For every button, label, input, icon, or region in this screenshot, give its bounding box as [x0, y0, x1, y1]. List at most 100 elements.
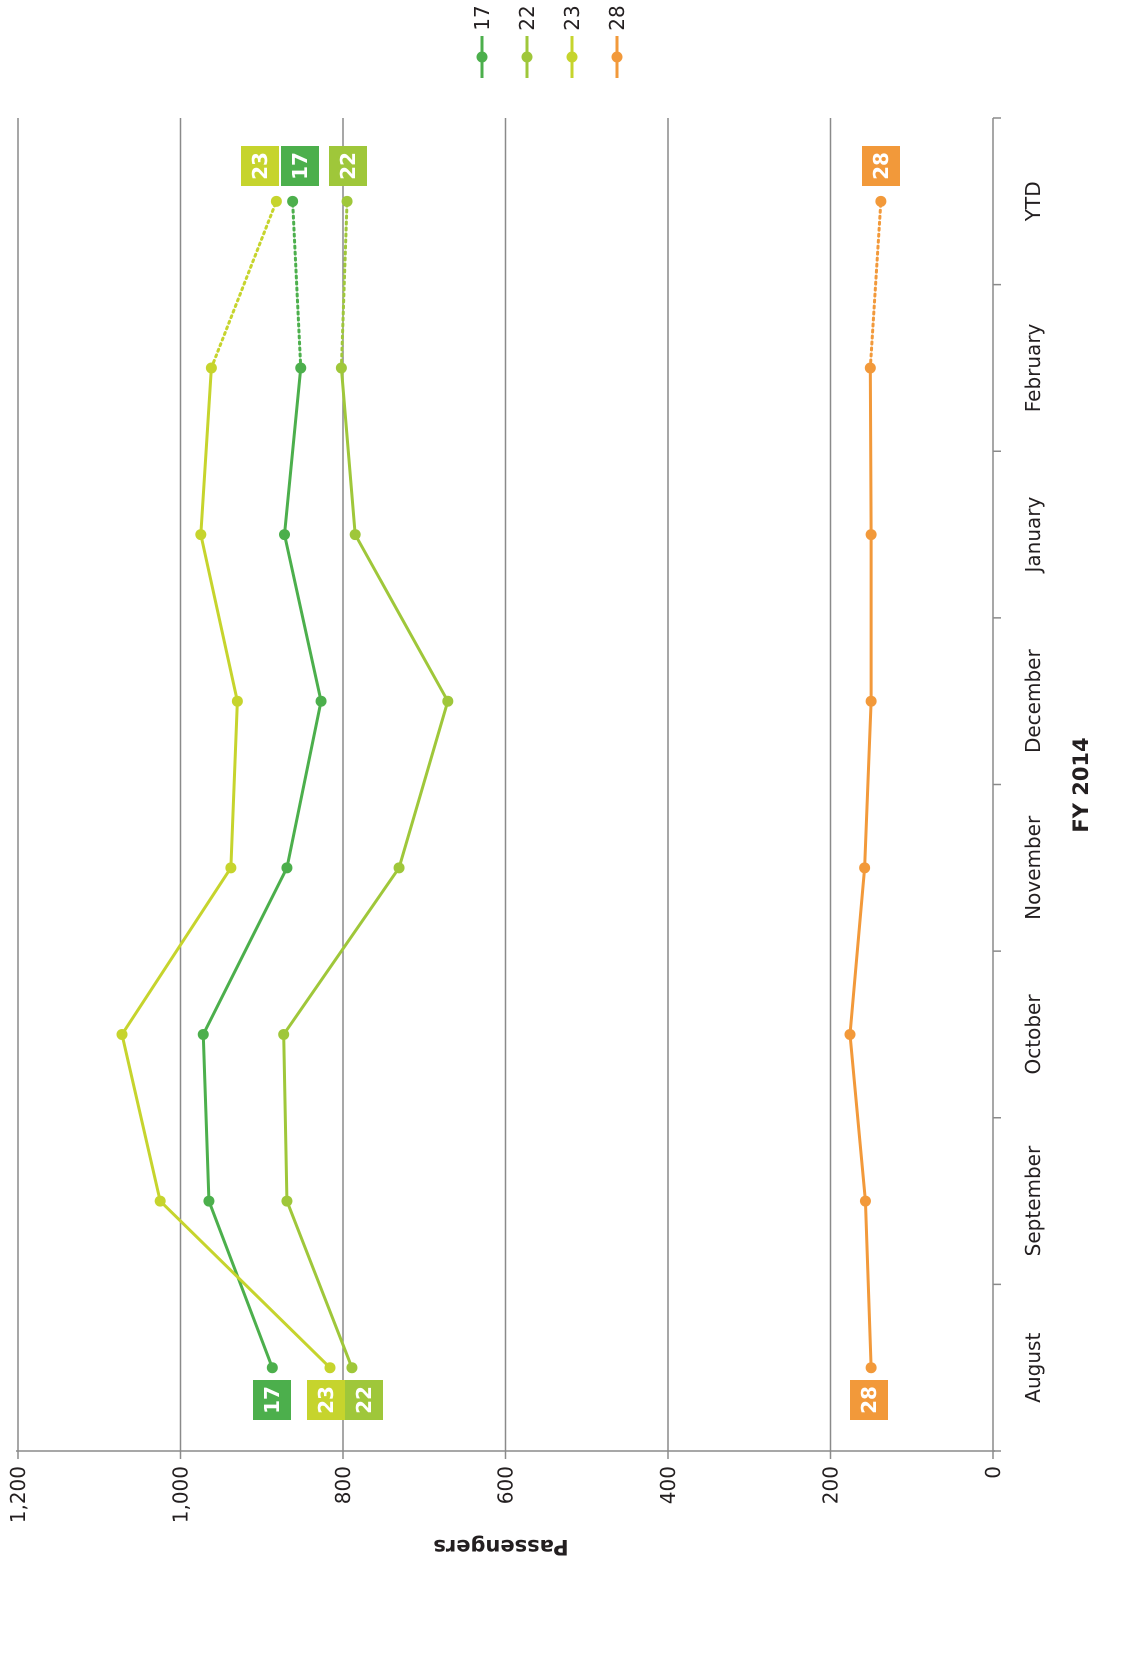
grid: [17, 118, 832, 1451]
data-point: [281, 1195, 293, 1207]
legend-item-17: 17: [470, 5, 494, 78]
x-tick-label: October: [1021, 994, 1045, 1075]
data-point: [279, 529, 290, 541]
x-tick-label: August: [1021, 1333, 1045, 1403]
start-badge-28: 28: [850, 1380, 888, 1420]
legend-marker: [521, 51, 533, 63]
badge-label: 22: [336, 152, 360, 180]
badge-label: 23: [248, 152, 272, 180]
data-point: [270, 195, 282, 207]
data-point: [865, 529, 877, 541]
x-tick-label: February: [1021, 323, 1045, 412]
data-point: [197, 1028, 209, 1040]
badge-box: [862, 146, 900, 186]
start-badge-22: 22: [345, 1380, 383, 1420]
legend: 17 22 23 28: [470, 5, 629, 78]
end-badge-17: 17: [281, 146, 319, 186]
badge-box: [850, 1380, 888, 1420]
data-point: [287, 195, 299, 207]
end-badge-28: 28: [862, 146, 900, 186]
badge-box: [281, 146, 319, 186]
data-point: [859, 862, 871, 874]
data-point: [315, 695, 327, 707]
axes: 0 200 400 600 800 1,000 1,200 August September Oc…: [6, 117, 1045, 1523]
data-point: [349, 529, 361, 541]
start-badge-23: 23: [307, 1380, 345, 1420]
x-tick-label: January: [1021, 496, 1045, 574]
data-point: [865, 695, 877, 707]
data-point: [154, 1195, 166, 1207]
legend-label: 28: [605, 5, 629, 30]
data-point: [225, 862, 237, 874]
data-point: [266, 1362, 278, 1374]
legend-label: 22: [515, 5, 539, 30]
series-lines: [116, 195, 887, 1374]
data-point: [203, 1195, 215, 1207]
series-ytd-segment-23: [209, 199, 278, 370]
end-badge-23: 23: [241, 146, 279, 186]
badge-box: [241, 146, 279, 186]
data-point: [205, 362, 217, 374]
data-point: [295, 362, 307, 374]
end-badge-22: 22: [329, 146, 367, 186]
y-axis-title: Passengers: [433, 1535, 568, 1559]
y-tick-label: 600: [494, 1466, 518, 1504]
x-tick-label: YTD: [1021, 181, 1045, 222]
badge-box: [329, 146, 367, 186]
series-badges: 17 23 22 28 23 17 22 28: [241, 146, 900, 1420]
badge-label: 28: [869, 152, 893, 180]
y-tick-label: 0: [981, 1466, 1005, 1479]
y-tick-label: 800: [331, 1466, 355, 1504]
x-axis-title: FY 2014: [1069, 737, 1093, 832]
series-ytd-segment-22: [339, 199, 349, 370]
data-point: [844, 1028, 856, 1040]
x-tick-label: September: [1021, 1145, 1045, 1256]
data-point: [393, 862, 405, 874]
y-tick-label: 1,000: [169, 1466, 193, 1523]
data-point: [865, 1362, 877, 1374]
data-point: [116, 1028, 128, 1040]
legend-item-22: 22: [515, 5, 539, 78]
series-ytd-segment-17: [291, 199, 303, 370]
x-tick-label: November: [1021, 815, 1045, 920]
series-line-17: [201, 367, 323, 1369]
badge-box: [345, 1380, 383, 1420]
legend-marker: [611, 51, 623, 63]
data-point: [278, 1028, 290, 1040]
x-tick-label: December: [1021, 649, 1045, 753]
badge-label: 28: [857, 1386, 881, 1414]
series-17: [197, 195, 327, 1374]
data-point: [859, 1195, 871, 1207]
y-tick-label: 1,200: [6, 1466, 30, 1523]
legend-marker: [566, 51, 578, 63]
badge-label: 17: [288, 152, 312, 180]
series-ytd-segment-28: [868, 199, 883, 370]
start-badge-17: 17: [253, 1380, 291, 1420]
series-22: [278, 195, 454, 1374]
data-point: [324, 1362, 336, 1374]
badge-label: 22: [352, 1386, 376, 1414]
data-point: [281, 862, 293, 874]
series-28: [844, 195, 887, 1374]
data-point: [341, 195, 353, 207]
legend-item-28: 28: [605, 5, 629, 78]
data-point: [231, 695, 243, 707]
data-point: [346, 1362, 358, 1374]
data-point: [335, 362, 347, 374]
series-23: [116, 195, 336, 1374]
legend-marker: [476, 51, 488, 63]
legend-label: 23: [560, 5, 584, 30]
legend-item-23: 23: [560, 5, 584, 78]
y-tick-label: 200: [819, 1466, 843, 1504]
y-tick-label: 400: [656, 1466, 680, 1504]
badge-label: 23: [314, 1386, 338, 1414]
badge-box: [253, 1380, 291, 1420]
badge-box: [307, 1380, 345, 1420]
series-line-22: [282, 367, 450, 1369]
data-point: [864, 362, 876, 374]
badge-label: 17: [260, 1386, 284, 1414]
data-point: [875, 195, 887, 207]
data-point: [442, 695, 454, 707]
legend-label: 17: [470, 5, 494, 30]
